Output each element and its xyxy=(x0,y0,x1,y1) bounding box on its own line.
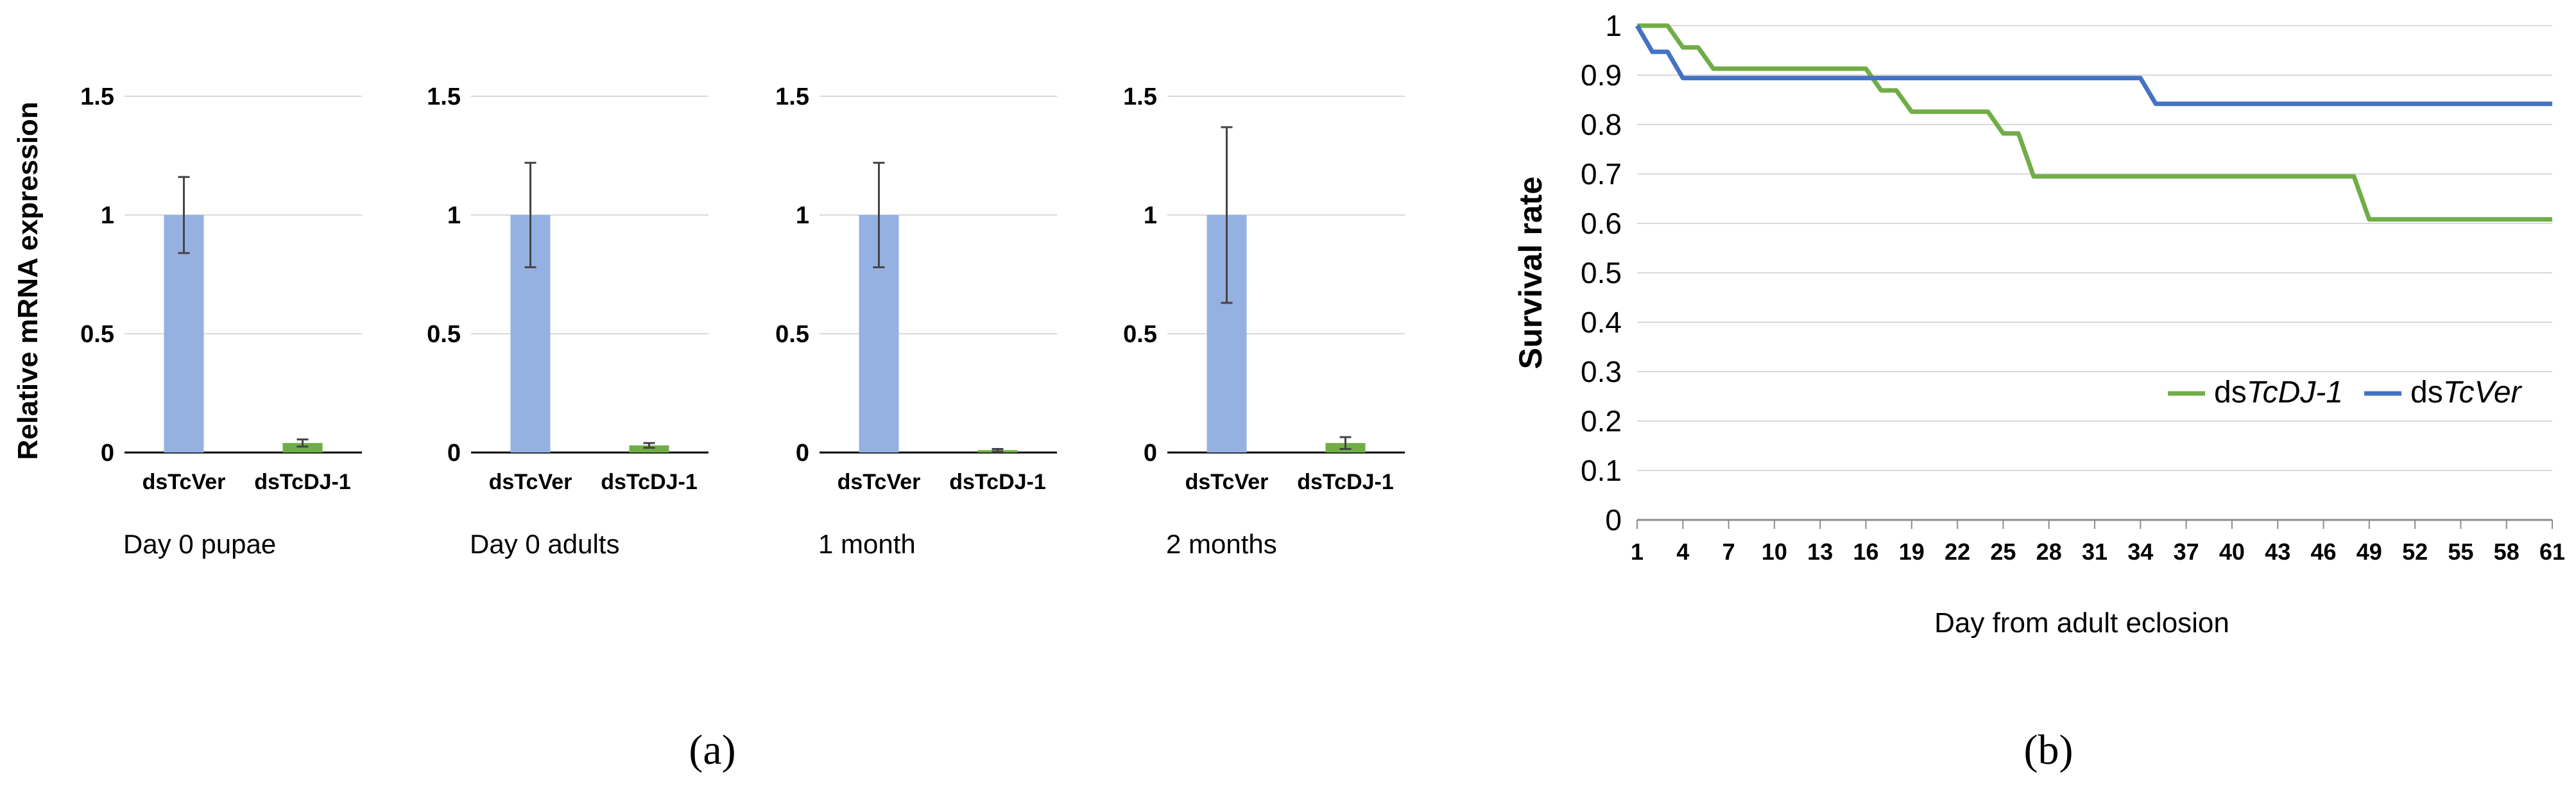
x-tick-label: 46 xyxy=(2310,539,2336,565)
legend-label: dsTcVer xyxy=(2410,375,2523,410)
legend-label-prefix: ds xyxy=(2410,375,2443,410)
bar-chart-3: 0 0.5 1 1.5 dsTcVer dsTcDJ-1 1 month xyxy=(775,83,1057,559)
y-tick-label: 0.7 xyxy=(1581,157,1622,191)
y-tick-label: 0.4 xyxy=(1581,306,1622,339)
panel-subtitle: Day 0 adults xyxy=(470,529,619,559)
y-tick-label: 1 xyxy=(1144,202,1157,229)
series-line-TcDJ-1 xyxy=(1637,23,2552,222)
panel-subtitle: Day 0 pupae xyxy=(123,529,276,559)
x-tick-label: 43 xyxy=(2265,539,2290,565)
y-tick-label: 1 xyxy=(101,202,114,229)
panel-label-b: (b) xyxy=(2024,727,2074,773)
y-tick-label: 1.5 xyxy=(775,83,809,110)
panel-label-a: (a) xyxy=(689,727,735,773)
x-tick-label: 13 xyxy=(1807,539,1833,565)
category-label: dsTcDJ-1 xyxy=(1297,470,1394,494)
y-tick-label: 0.5 xyxy=(427,321,461,348)
x-tick-label: 49 xyxy=(2357,539,2382,565)
y-tick-label: 0 xyxy=(1605,503,1622,537)
y-tick-label: 0.2 xyxy=(1581,404,1622,438)
y-axis-title: Survival rate xyxy=(1513,177,1549,369)
x-tick-label: 7 xyxy=(1722,539,1735,565)
x-tick-label: 4 xyxy=(1676,539,1689,565)
legend-label-prefix: ds xyxy=(2214,375,2247,410)
y-tick-label: 0.1 xyxy=(1581,454,1622,487)
bar-chart-4: 0 0.5 1 1.5 dsTcVer dsTcDJ-1 2 months xyxy=(1123,83,1405,559)
x-tick-label: 10 xyxy=(1762,539,1787,565)
y-tick-label: 0 xyxy=(1144,440,1157,467)
y-tick-label: 0.5 xyxy=(80,321,114,348)
x-tick-label: 28 xyxy=(2036,539,2062,565)
x-tick-label: 58 xyxy=(2494,539,2520,565)
x-tick-label: 31 xyxy=(2082,539,2108,565)
series-line-TcVer xyxy=(1635,24,2552,107)
y-tick-label: 0.3 xyxy=(1581,355,1622,388)
y-tick-label: 0.6 xyxy=(1581,207,1622,240)
bar-chart-1: 0 0.5 1 1.5 dsTcVer dsTcDJ-1 Day 0 pupae Relati… xyxy=(12,83,362,559)
x-tick-label: 37 xyxy=(2174,539,2199,565)
legend-label: dsTcDJ-1 xyxy=(2214,375,2343,410)
x-tick-label: 22 xyxy=(1945,539,1970,565)
y-tick-label: 0.9 xyxy=(1581,58,1622,92)
y-tick-label: 0.5 xyxy=(775,321,809,348)
y-tick-label: 0.5 xyxy=(1123,321,1157,348)
bar-dsTcDJ-1 xyxy=(629,445,669,453)
y-tick-label: 0 xyxy=(796,440,809,467)
y-tick-label: 1.5 xyxy=(80,83,114,110)
y-tick-label: 1.5 xyxy=(1123,83,1157,110)
legend-label-italic: TcVer xyxy=(2443,375,2523,410)
y-tick-label: 1 xyxy=(1605,9,1622,42)
x-tick-label: 34 xyxy=(2127,539,2153,565)
x-tick-label: 1 xyxy=(1631,539,1644,565)
panel-subtitle: 2 months xyxy=(1166,529,1277,559)
survival-chart: 0 0.1 0.2 0.3 0.4 0.5 0.6 0.7 0.8 0.9 1 1 4 7 10 13 16 19… xyxy=(1513,9,2565,639)
x-tick-label: 40 xyxy=(2219,539,2245,565)
x-tick-label: 61 xyxy=(2539,539,2565,565)
bar-dsTcDJ-1 xyxy=(282,443,323,453)
y-tick-label: 0.5 xyxy=(1581,256,1622,289)
bar-chart-panels: 0 0.5 1 1.5 dsTcVer dsTcDJ-1 Day 0 pupae Relati… xyxy=(12,83,1405,559)
category-label: dsTcDJ-1 xyxy=(949,470,1046,494)
x-tick-label: 16 xyxy=(1853,539,1878,565)
y-tick-label: 0 xyxy=(101,440,114,467)
legend-label-italic: TcDJ-1 xyxy=(2247,375,2343,410)
category-label: dsTcDJ-1 xyxy=(254,470,351,494)
y-tick-label: 0 xyxy=(447,440,461,467)
y-tick-label: 1 xyxy=(447,202,461,229)
x-axis-title: Day from adult eclosion xyxy=(1934,607,2229,639)
category-label: dsTcVer xyxy=(142,470,226,494)
bar-dsTcVer xyxy=(164,215,204,453)
category-label: dsTcVer xyxy=(489,470,572,494)
category-label: dsTcVer xyxy=(1185,470,1269,494)
y-tick-label: 1 xyxy=(796,202,809,229)
y-tick-label: 1.5 xyxy=(427,83,461,110)
x-tick-label: 19 xyxy=(1899,539,1925,565)
x-tick-label: 55 xyxy=(2448,539,2473,565)
y-axis-title: Relative mRNA expression xyxy=(12,101,44,460)
x-tick-label: 52 xyxy=(2402,539,2428,565)
y-tick-label: 0.8 xyxy=(1581,108,1622,141)
bar-chart-2: 0 0.5 1 1.5 dsTcVer dsTcDJ-1 Day 0 adults xyxy=(427,83,708,559)
panel-subtitle: 1 month xyxy=(818,529,916,559)
category-label: dsTcDJ-1 xyxy=(601,470,698,494)
x-tick-label: 25 xyxy=(1990,539,2016,565)
category-label: dsTcVer xyxy=(837,470,921,494)
